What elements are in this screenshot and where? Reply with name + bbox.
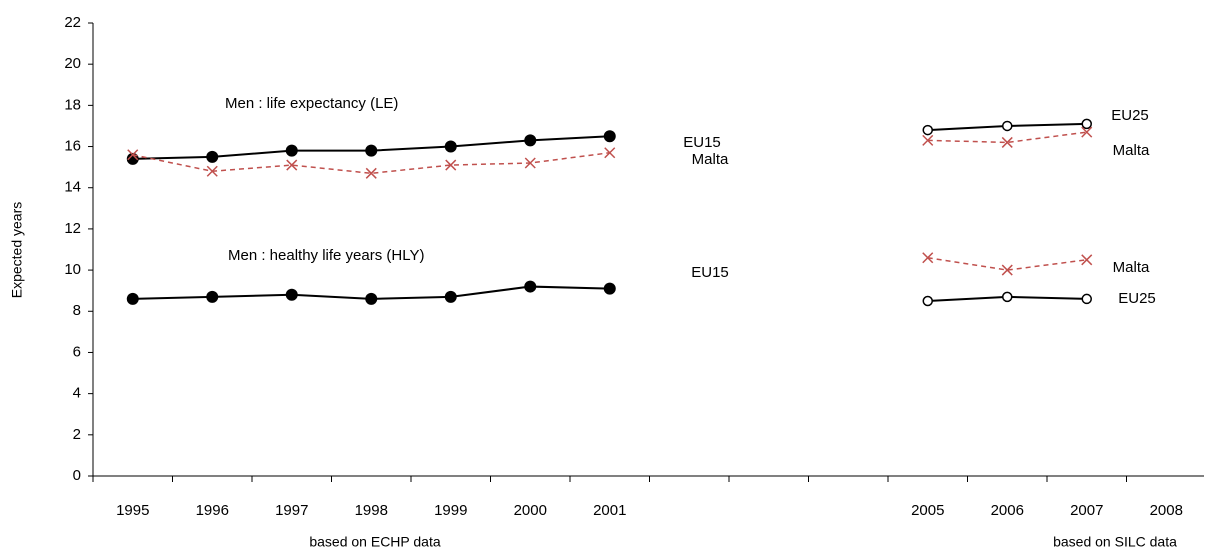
y-tick-label: 8 [73,302,81,319]
annotation: based on SILC data [1053,534,1177,550]
marker [1002,120,1013,132]
marker [603,130,616,143]
y-tick-label: 6 [73,343,81,360]
marker [922,252,934,264]
marker [1001,264,1013,276]
marker [524,280,537,293]
x-tick-label: 2006 [991,502,1024,519]
x-tick-label: 1999 [434,502,467,519]
marker [365,292,378,305]
marker [1081,118,1092,130]
marker [206,290,219,303]
marker [524,134,537,147]
x-tick-label: 2007 [1070,502,1103,519]
series-line [927,256,1087,271]
x-tick-label: 1998 [355,502,388,519]
y-tick-label: 2 [73,426,81,443]
series-label: Malta [1113,259,1150,276]
y-tick-label: 16 [64,138,81,155]
marker [1001,136,1013,148]
y-tick-label: 18 [64,96,81,113]
marker [285,288,298,301]
marker [1081,126,1093,138]
y-tick-label: 20 [64,55,81,72]
series-line [927,131,1087,144]
marker [524,157,536,169]
marker [1081,254,1093,266]
marker [286,159,298,171]
series-label: EU25 [1118,290,1156,307]
marker [922,134,934,146]
series-label: EU15 [691,264,729,281]
marker [603,282,616,295]
annotation: Men : life expectancy (LE) [225,95,398,112]
y-tick-label: 0 [73,467,81,484]
x-tick-label: 2005 [911,502,944,519]
marker [922,295,933,307]
annotation: based on ECHP data [309,534,440,550]
series-label: Malta [692,151,729,168]
y-tick-label: 10 [64,261,81,278]
marker [206,150,219,163]
marker [444,140,457,153]
y-tick-label: 22 [64,14,81,31]
marker [365,167,377,179]
x-tick-label: 2000 [514,502,547,519]
marker [127,149,139,161]
x-tick-label: 2001 [593,502,626,519]
marker [206,165,218,177]
y-tick-label: 14 [64,179,81,196]
x-tick-label: 1995 [116,502,149,519]
y-tick-label: 12 [64,220,81,237]
series-label: EU25 [1111,107,1149,124]
x-tick-label: 1996 [196,502,229,519]
y-axis-label: Expected years [9,202,25,299]
series-label: Malta [1113,142,1150,159]
marker [285,144,298,157]
y-tick-label: 4 [73,385,81,402]
marker [922,124,933,136]
x-tick-label: 2008 [1150,502,1183,519]
marker [1081,293,1092,305]
annotation: Men : healthy life years (HLY) [228,247,424,264]
marker [445,159,457,171]
marker [604,147,616,159]
marker [126,292,139,305]
marker [444,290,457,303]
marker [1002,291,1013,303]
x-tick-label: 1997 [275,502,308,519]
marker [365,144,378,157]
series-label: EU15 [683,134,721,151]
